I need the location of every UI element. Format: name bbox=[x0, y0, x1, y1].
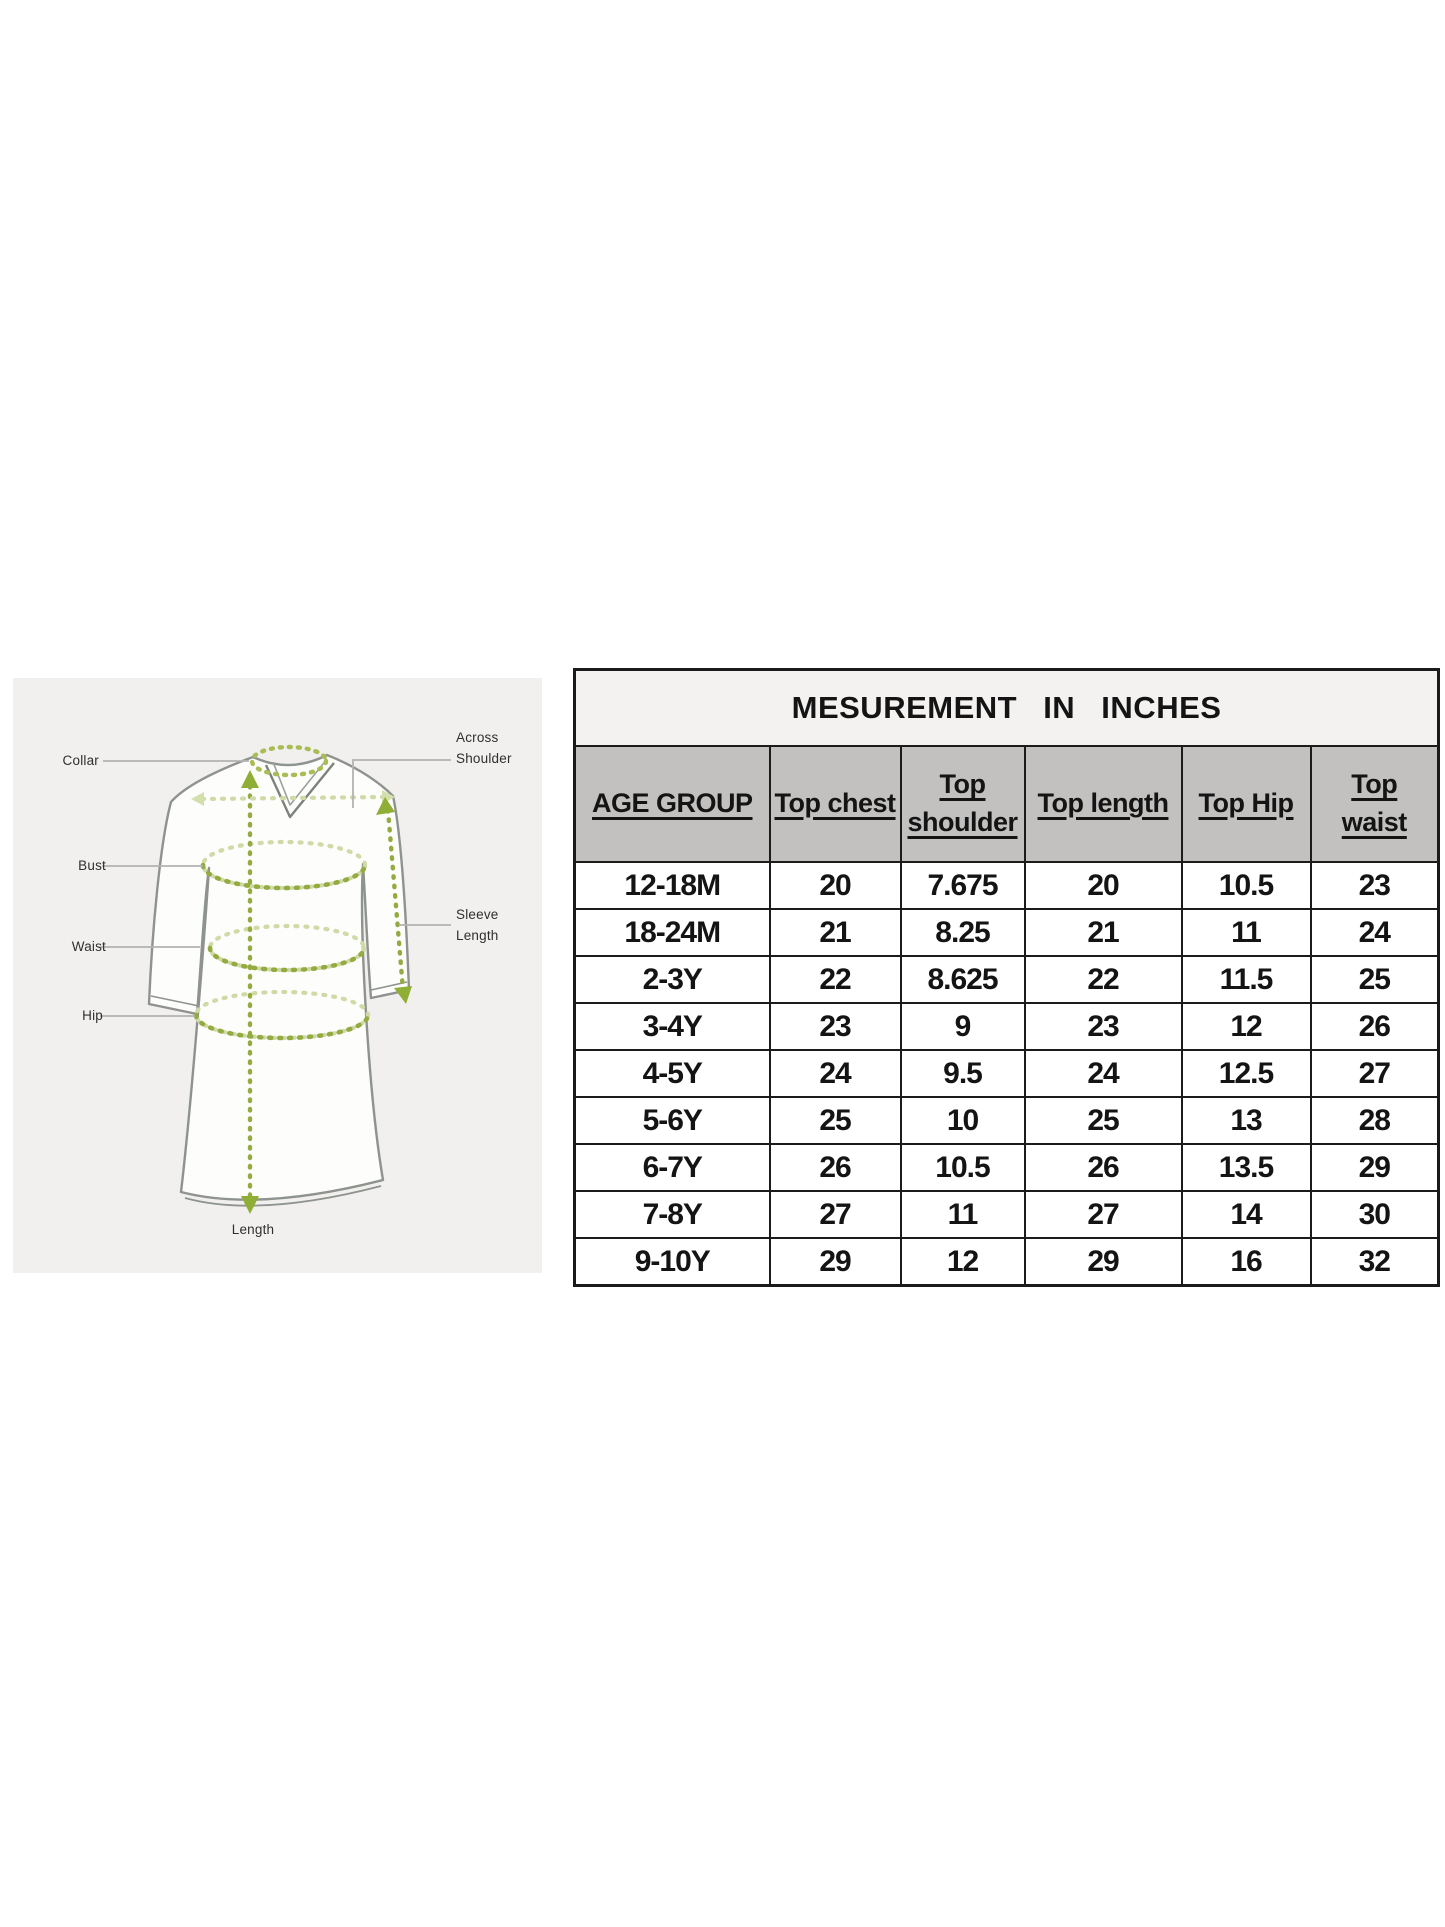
cell-top-hip: 14 bbox=[1180, 1190, 1312, 1239]
cell-top-hip: 16 bbox=[1180, 1237, 1312, 1287]
measurement-diagram-panel: Collar Bust Waist Hip Across Shoulder Sl… bbox=[13, 678, 542, 1273]
cell-top-hip: 10.5 bbox=[1180, 861, 1312, 910]
table-row: 6-7Y 26 10.5 26 13.5 29 bbox=[573, 1143, 1440, 1192]
kurta-diagram-drawing bbox=[100, 744, 451, 1214]
table-header-row: AGE GROUP Top chest Top shoulder Top len… bbox=[573, 745, 1440, 863]
cell-age-group: 9-10Y bbox=[573, 1237, 771, 1287]
cell-age-group: 18-24M bbox=[573, 908, 771, 957]
bust-arc bbox=[200, 862, 368, 891]
sleeve-length-label: Sleeve Length bbox=[456, 907, 499, 943]
cell-top-shoulder: 11 bbox=[899, 1190, 1026, 1239]
measurement-table: MESUREMENT IN INCHES AGE GROUP Top chest… bbox=[573, 668, 1441, 1287]
cell-top-length: 22 bbox=[1023, 955, 1183, 1004]
cell-top-length: 23 bbox=[1023, 1002, 1183, 1051]
cell-top-hip: 11 bbox=[1180, 908, 1312, 957]
cell-top-waist: 29 bbox=[1309, 1143, 1440, 1192]
cell-top-shoulder: 8.25 bbox=[899, 908, 1026, 957]
hip-arc bbox=[193, 1012, 371, 1041]
cell-top-waist: 28 bbox=[1309, 1096, 1440, 1145]
length-arrow-up bbox=[241, 770, 259, 788]
cell-top-length: 25 bbox=[1023, 1096, 1183, 1145]
cell-top-shoulder: 10 bbox=[899, 1096, 1026, 1145]
cell-top-shoulder: 8.625 bbox=[899, 955, 1026, 1004]
cell-top-chest: 20 bbox=[768, 861, 902, 910]
table-row: 4-5Y 24 9.5 24 12.5 27 bbox=[573, 1049, 1440, 1098]
cell-top-length: 24 bbox=[1023, 1049, 1183, 1098]
cell-top-hip: 11.5 bbox=[1180, 955, 1312, 1004]
column-header-age-group: AGE GROUP bbox=[573, 745, 771, 863]
cell-top-shoulder: 12 bbox=[899, 1237, 1026, 1287]
length-arrow-down bbox=[241, 1196, 259, 1214]
collar-ellipse bbox=[249, 744, 329, 778]
kurta-outline bbox=[147, 753, 411, 1201]
label-connectors bbox=[100, 760, 451, 1017]
column-header-top-waist: Top waist bbox=[1309, 745, 1440, 863]
across-shoulder-arrow-left bbox=[191, 792, 204, 806]
cell-top-length: 21 bbox=[1023, 908, 1183, 957]
cell-age-group: 3-4Y bbox=[573, 1002, 771, 1051]
cell-top-hip: 12 bbox=[1180, 1002, 1312, 1051]
cell-top-shoulder: 9.5 bbox=[899, 1049, 1026, 1098]
cell-top-waist: 30 bbox=[1309, 1190, 1440, 1239]
waist-arc bbox=[207, 945, 367, 973]
bust-label: Bust bbox=[78, 858, 106, 873]
cell-top-waist: 25 bbox=[1309, 955, 1440, 1004]
cell-top-shoulder: 9 bbox=[899, 1002, 1026, 1051]
table-row: 5-6Y 25 10 25 13 28 bbox=[573, 1096, 1440, 1145]
sleeve-arrow-down bbox=[394, 986, 412, 1004]
table-row: 3-4Y 23 9 23 12 26 bbox=[573, 1002, 1440, 1051]
across-shoulder-connector bbox=[352, 759, 451, 808]
table-row: 7-8Y 27 11 27 14 30 bbox=[573, 1190, 1440, 1239]
table-title: MESUREMENT IN INCHES bbox=[573, 668, 1440, 747]
cell-top-shoulder: 10.5 bbox=[899, 1143, 1026, 1192]
cell-top-shoulder: 7.675 bbox=[899, 861, 1026, 910]
column-header-top-chest: Top chest bbox=[768, 745, 902, 863]
table-row: 18-24M 21 8.25 21 11 24 bbox=[573, 908, 1440, 957]
cell-age-group: 6-7Y bbox=[573, 1143, 771, 1192]
cell-top-chest: 26 bbox=[768, 1143, 902, 1192]
cell-top-chest: 21 bbox=[768, 908, 902, 957]
sleeve-arrow-up bbox=[376, 797, 395, 815]
column-header-top-length: Top length bbox=[1023, 745, 1183, 863]
cell-top-hip: 12.5 bbox=[1180, 1049, 1312, 1098]
length-label: Length bbox=[231, 1222, 275, 1237]
column-header-top-shoulder: Top shoulder bbox=[899, 745, 1026, 863]
cell-top-chest: 27 bbox=[768, 1190, 902, 1239]
cell-top-hip: 13 bbox=[1180, 1096, 1312, 1145]
column-header-top-hip: Top Hip bbox=[1180, 745, 1312, 863]
cell-top-length: 26 bbox=[1023, 1143, 1183, 1192]
cell-top-chest: 25 bbox=[768, 1096, 902, 1145]
cell-top-chest: 29 bbox=[768, 1237, 902, 1287]
cell-top-length: 27 bbox=[1023, 1190, 1183, 1239]
across-shoulder-label: Across Shoulder bbox=[456, 730, 512, 766]
collar-label: Collar bbox=[62, 753, 99, 768]
table-title-row: MESUREMENT IN INCHES bbox=[573, 668, 1440, 747]
cell-top-waist: 27 bbox=[1309, 1049, 1440, 1098]
cell-age-group: 5-6Y bbox=[573, 1096, 771, 1145]
waist-label: Waist bbox=[71, 939, 106, 954]
cell-top-length: 29 bbox=[1023, 1237, 1183, 1287]
hip-label: Hip bbox=[82, 1008, 103, 1023]
sleeve-length-line bbox=[385, 807, 406, 993]
table-row: 2-3Y 22 8.625 22 11.5 25 bbox=[573, 955, 1440, 1004]
hem-line bbox=[184, 1185, 382, 1207]
vneck-outer bbox=[264, 762, 335, 819]
cell-age-group: 4-5Y bbox=[573, 1049, 771, 1098]
cell-top-waist: 26 bbox=[1309, 1002, 1440, 1051]
cell-top-chest: 23 bbox=[768, 1002, 902, 1051]
cell-top-chest: 22 bbox=[768, 955, 902, 1004]
cell-top-chest: 24 bbox=[768, 1049, 902, 1098]
cell-top-waist: 24 bbox=[1309, 908, 1440, 957]
vneck-inner bbox=[272, 758, 328, 806]
cell-age-group: 7-8Y bbox=[573, 1190, 771, 1239]
cell-top-hip: 13.5 bbox=[1180, 1143, 1312, 1192]
cell-top-length: 20 bbox=[1023, 861, 1183, 910]
table-row: 12-18M 20 7.675 20 10.5 23 bbox=[573, 861, 1440, 910]
table-row: 9-10Y 29 12 29 16 32 bbox=[573, 1237, 1440, 1287]
cell-age-group: 2-3Y bbox=[573, 955, 771, 1004]
cell-top-waist: 32 bbox=[1309, 1237, 1440, 1287]
cell-top-waist: 23 bbox=[1309, 861, 1440, 910]
cell-age-group: 12-18M bbox=[573, 861, 771, 910]
